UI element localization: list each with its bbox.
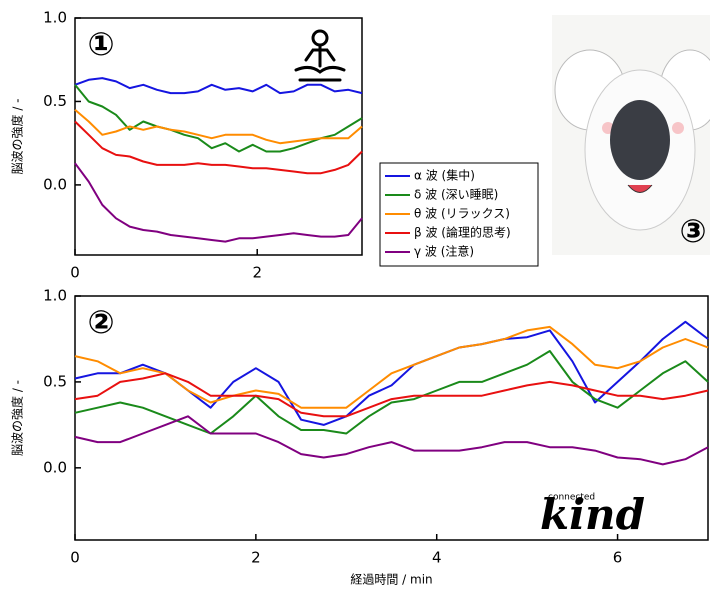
x-tick-label: 6 [613, 549, 623, 567]
y-tick-label: 0.0 [43, 175, 67, 193]
figure: ③ connected kind 0.00.51.002①脳波の強度 / -α … [0, 0, 710, 595]
legend-label: δ 波 (深い睡眠) [414, 188, 498, 202]
series-line [75, 351, 708, 434]
photo-panel-label: ③ [679, 212, 706, 250]
meditation-icon [296, 31, 344, 80]
panel-label: ① [87, 25, 114, 63]
series-line [75, 85, 362, 152]
x-tick-label: 4 [432, 549, 442, 567]
legend-label: α 波 (集中) [414, 168, 475, 183]
x-tick-label: 2 [251, 549, 261, 567]
series-line [75, 373, 708, 416]
x-axis-label: 経過時間 / min [350, 573, 432, 587]
x-tick-label: 2 [252, 264, 262, 282]
legend-label: θ 波 (リラックス) [414, 207, 510, 221]
y-tick-label: 0.5 [43, 92, 67, 110]
series-line [75, 110, 362, 143]
legend-label: γ 波 (注意) [414, 244, 474, 259]
logo-text: kind [540, 490, 645, 539]
y-tick-label: 0.5 [43, 372, 67, 390]
y-tick-label: 0.0 [43, 458, 67, 476]
y-tick-label: 1.0 [43, 9, 67, 27]
y-tick-label: 1.0 [43, 287, 67, 305]
x-tick-label: 0 [70, 264, 80, 282]
legend-label: β 波 (論理的思考) [414, 225, 511, 240]
panel-label: ② [87, 303, 114, 341]
x-tick-label: 0 [70, 549, 80, 567]
y-axis-label: 脳波の強度 / - [10, 380, 25, 456]
y-axis-label: 脳波の強度 / - [10, 98, 25, 174]
series-line [75, 163, 362, 241]
series-line [75, 416, 708, 464]
series-line [75, 122, 362, 174]
